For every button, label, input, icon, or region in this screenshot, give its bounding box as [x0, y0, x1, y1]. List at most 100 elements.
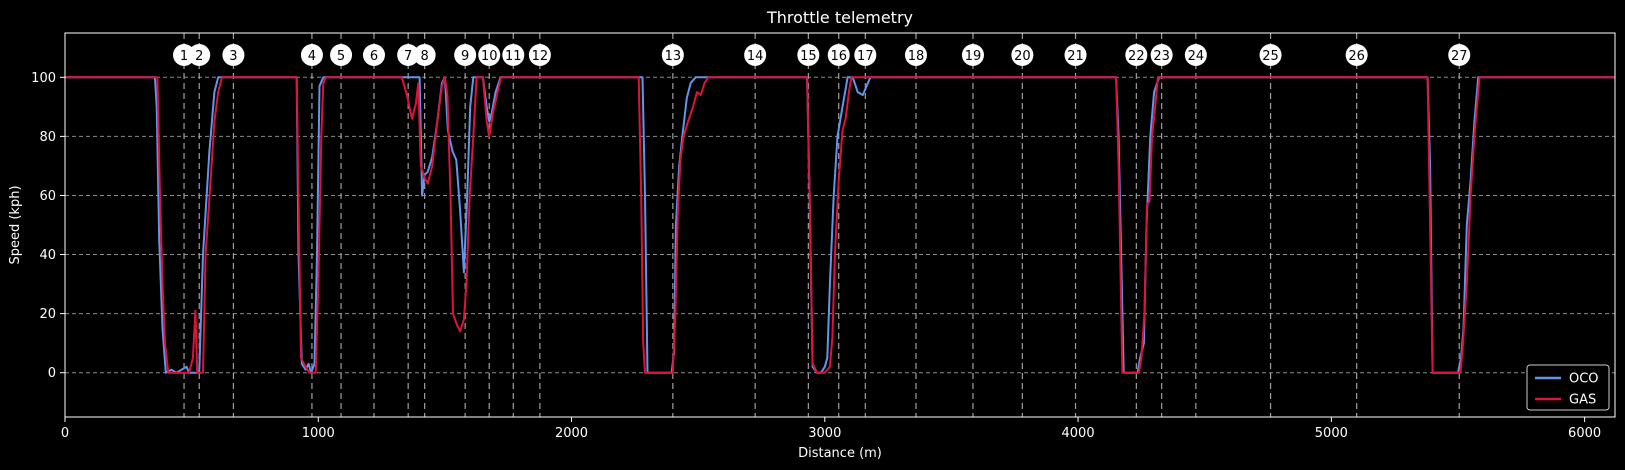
x-tick-label: 5000: [1315, 426, 1348, 441]
corner-marker-circle: [827, 44, 850, 66]
y-tick-label: 60: [39, 189, 56, 204]
corner-label: 11: [505, 49, 522, 64]
corner-label: 20: [1014, 49, 1031, 64]
corner-marker: 18: [904, 44, 927, 66]
y-tick-label: 0: [48, 366, 56, 381]
corner-marker: 8: [413, 44, 436, 66]
corner-marker: 22: [1125, 44, 1148, 66]
corner-label: 24: [1188, 49, 1205, 64]
corner-marker: 2: [188, 44, 211, 66]
corner-marker-circle: [222, 44, 245, 66]
corner-marker: 20: [1011, 44, 1034, 66]
corner-marker: 1: [173, 44, 196, 66]
corner-marker-circle: [397, 44, 420, 66]
corner-marker: 15: [797, 44, 820, 66]
y-tick-label: 40: [39, 248, 56, 263]
corner-marker-circle: [744, 44, 767, 66]
corner-label: 6: [370, 49, 378, 64]
x-tick-label: 0: [61, 426, 69, 441]
x-tick-label: 3000: [808, 426, 841, 441]
corner-marker-circle: [854, 44, 877, 66]
legend: OCO GAS: [1526, 364, 1610, 411]
corner-label: 19: [965, 49, 982, 64]
x-axis-label: Distance (m): [798, 446, 882, 461]
corner-marker: 10: [478, 44, 501, 66]
corner-marker: 14: [744, 44, 767, 66]
corner-label: 25: [1262, 49, 1279, 64]
corner-label: 13: [665, 49, 682, 64]
corner-marker-circle: [1150, 44, 1173, 66]
corner-marker-circle: [188, 44, 211, 66]
corner-marker-circle: [502, 44, 525, 66]
corner-label: 14: [747, 49, 764, 64]
corner-marker: 3: [222, 44, 245, 66]
x-tick-label: 6000: [1568, 426, 1601, 441]
corner-label: 7: [404, 49, 412, 64]
corner-label: 9: [461, 49, 469, 64]
corner-marker-circle: [478, 44, 501, 66]
x-tick-label: 4000: [1062, 426, 1095, 441]
x-axis: 0 1000 2000 3000 4000 5000 6000: [61, 417, 1601, 441]
corner-marker: 6: [362, 44, 385, 66]
corner-marker: 19: [961, 44, 984, 66]
legend-label: GAS: [1569, 393, 1596, 408]
corner-marker: 5: [330, 44, 353, 66]
corner-lines: [183, 33, 1460, 417]
corner-label: 27: [1451, 49, 1468, 64]
corner-marker: 11: [502, 44, 525, 66]
corner-marker-circle: [173, 44, 196, 66]
y-axis: 0 20 40 60 80 100: [31, 71, 65, 381]
corner-marker: 24: [1184, 44, 1207, 66]
corner-marker: 17: [854, 44, 877, 66]
corner-marker-circle: [961, 44, 984, 66]
plot-frame: [64, 32, 1616, 418]
corner-marker: 25: [1259, 44, 1282, 66]
corner-label: 22: [1128, 49, 1145, 64]
legend-label: OCO: [1569, 372, 1599, 387]
y-tick-label: 20: [39, 307, 56, 322]
corner-marker: 12: [528, 44, 551, 66]
corner-marker-circle: [1184, 44, 1207, 66]
corner-label: 23: [1153, 49, 1170, 64]
corner-marker: 26: [1345, 44, 1368, 66]
x-tick-label: 1000: [302, 426, 335, 441]
corner-marker: 9: [454, 44, 477, 66]
corner-marker-circle: [1064, 44, 1087, 66]
corner-marker: 4: [300, 44, 323, 66]
corner-marker: 7: [397, 44, 420, 66]
corner-label: 17: [857, 49, 874, 64]
corner-marker: 21: [1064, 44, 1087, 66]
corner-marker-circle: [904, 44, 927, 66]
corner-label: 26: [1348, 49, 1365, 64]
y-tick-label: 80: [39, 130, 56, 145]
corner-marker-circle: [661, 44, 684, 66]
series-lines: [65, 76, 1615, 374]
corner-marker-circle: [1259, 44, 1282, 66]
corner-marker-circle: [1125, 44, 1148, 66]
corner-marker-circle: [528, 44, 551, 66]
x-tick-label: 2000: [555, 426, 588, 441]
corner-label: 15: [800, 49, 817, 64]
corner-marker: 27: [1448, 44, 1471, 66]
corner-marker-circle: [330, 44, 353, 66]
corner-marker-circle: [797, 44, 820, 66]
corner-markers: 1 2 3 4 5 6 7 8 9 10 11 12 13 14 15 16 17 18 19 20 21 22 23 24 2…: [173, 44, 1471, 66]
corner-marker-circle: [362, 44, 385, 66]
corner-label: 21: [1067, 49, 1084, 64]
corner-label: 5: [337, 49, 345, 64]
corner-marker-circle: [454, 44, 477, 66]
corner-label: 12: [532, 49, 549, 64]
y-axis-label: Speed (kph): [8, 185, 23, 264]
corner-marker: 13: [661, 44, 684, 66]
chart-title: Throttle telemetry: [766, 8, 913, 27]
corner-marker-circle: [1011, 44, 1034, 66]
corner-label: 16: [830, 49, 847, 64]
corner-label: 10: [481, 49, 498, 64]
corner-marker-circle: [1448, 44, 1471, 66]
corner-label: 3: [229, 49, 237, 64]
series-line-gas: [65, 76, 1615, 374]
corner-label: 4: [308, 49, 316, 64]
corner-marker-circle: [1345, 44, 1368, 66]
corner-marker: 23: [1150, 44, 1173, 66]
